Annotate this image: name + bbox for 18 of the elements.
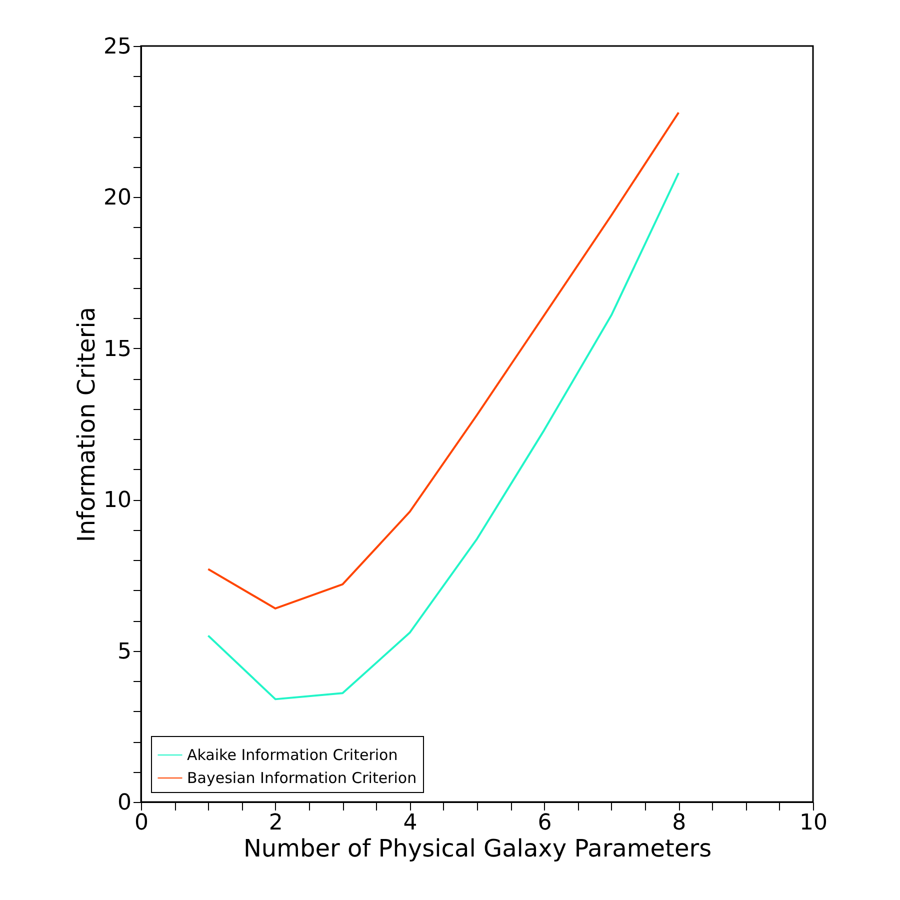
y-tick-label: 10: [104, 488, 132, 514]
y-tick-label: 0: [118, 790, 132, 816]
y-axis-title: Information Criteria: [72, 306, 101, 542]
y-tick-label: 15: [104, 336, 132, 362]
y-tick-label: 20: [104, 186, 132, 211]
y-tick-label: 5: [118, 639, 132, 664]
y-tick-label: 25: [104, 34, 132, 60]
legend-label: Bayesian Information Criterion: [187, 769, 417, 787]
x-tick-label: 10: [800, 810, 828, 836]
legend-label: Akaike Information Criterion: [187, 746, 398, 764]
x-axis-title: Number of Physical Galaxy Parameters: [243, 834, 712, 862]
x-tick-label: 2: [268, 810, 283, 836]
x-tick-label: 4: [403, 810, 418, 836]
line-series: [207, 112, 680, 610]
x-tick-label: 8: [672, 810, 686, 836]
x-tick-label: 6: [538, 810, 552, 836]
x-tick-label: 0: [134, 810, 148, 836]
line-series: [207, 172, 680, 700]
